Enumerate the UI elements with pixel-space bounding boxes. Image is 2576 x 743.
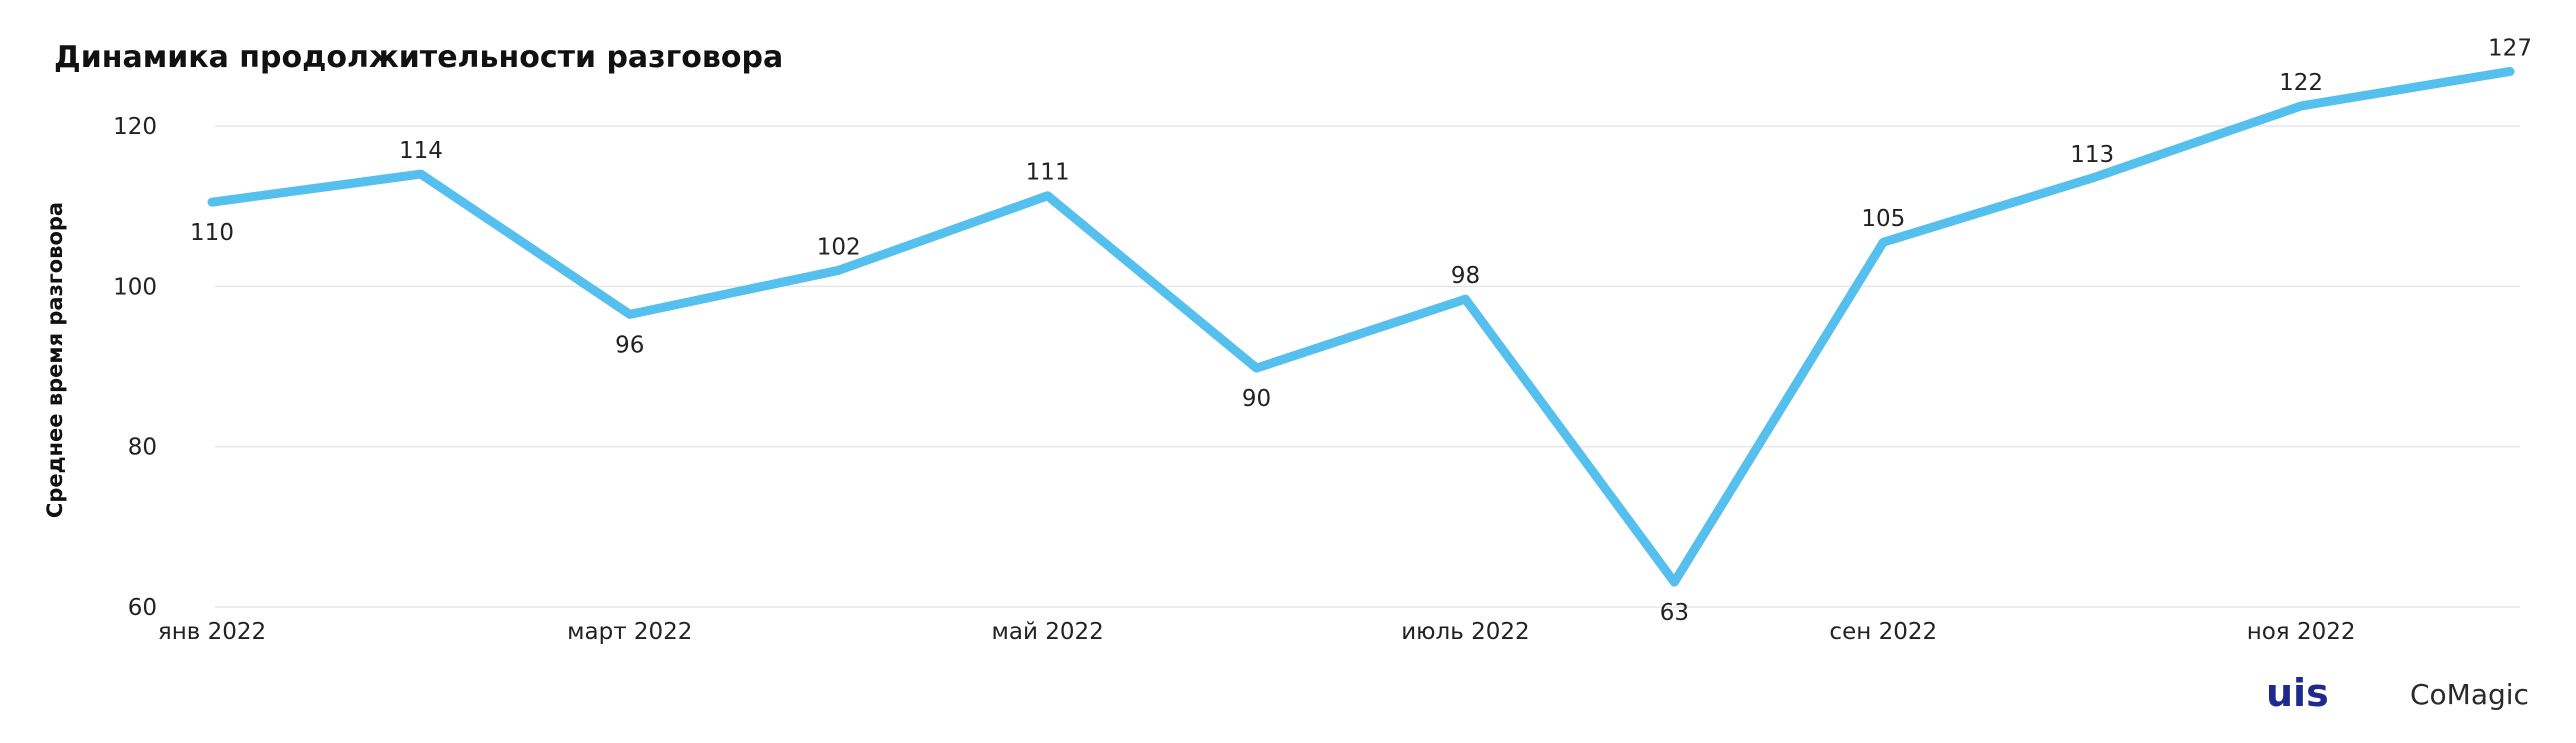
y-tick-label: 80 xyxy=(128,435,157,461)
chart-title: Динамика продолжительности разговора xyxy=(54,40,783,75)
y-tick-labels: 60 80 100 120 xyxy=(113,114,157,621)
data-label: 90 xyxy=(1242,386,1271,412)
data-label: 127 xyxy=(2488,35,2532,61)
uis-logo-text: uis xyxy=(2266,671,2329,715)
grid-lines xyxy=(215,125,2520,608)
y-tick-label: 100 xyxy=(113,274,157,300)
series-layer xyxy=(207,66,2515,587)
series-line xyxy=(207,66,2515,587)
data-label: 114 xyxy=(399,138,443,164)
data-label: 96 xyxy=(615,332,644,358)
x-tick-label: ноя 2022 xyxy=(2247,619,2356,645)
data-label: 98 xyxy=(1451,263,1480,289)
data-label: 102 xyxy=(817,234,861,260)
y-tick-label: 60 xyxy=(128,595,157,621)
x-tick-label: май 2022 xyxy=(992,619,1104,645)
x-tick-label: сен 2022 xyxy=(1829,619,1937,645)
data-label: 105 xyxy=(1861,206,1905,232)
x-tick-label: янв 2022 xyxy=(158,619,266,645)
comagic-logo: CoMagic xyxy=(2410,678,2529,711)
y-tick-label: 120 xyxy=(113,114,157,140)
data-label: 113 xyxy=(2070,142,2114,168)
x-tick-label: март 2022 xyxy=(567,619,692,645)
x-tick-label: июль 2022 xyxy=(1401,619,1529,645)
y-axis-label: Среднее время разговора xyxy=(43,202,67,518)
uis-logo: uis xyxy=(2266,671,2329,715)
data-label: 122 xyxy=(2279,70,2323,96)
data-label: 63 xyxy=(1660,600,1689,626)
data-label: 111 xyxy=(1026,160,1070,186)
comagic-logo-text: CoMagic xyxy=(2410,678,2529,711)
data-labels: 110 114 96 102 111 90 98 63 105 113 122 127 xyxy=(190,35,2532,626)
data-label: 110 xyxy=(190,220,234,246)
x-tick-labels: янв 2022 март 2022 май 2022 июль 2022 сен 20… xyxy=(158,619,2356,645)
